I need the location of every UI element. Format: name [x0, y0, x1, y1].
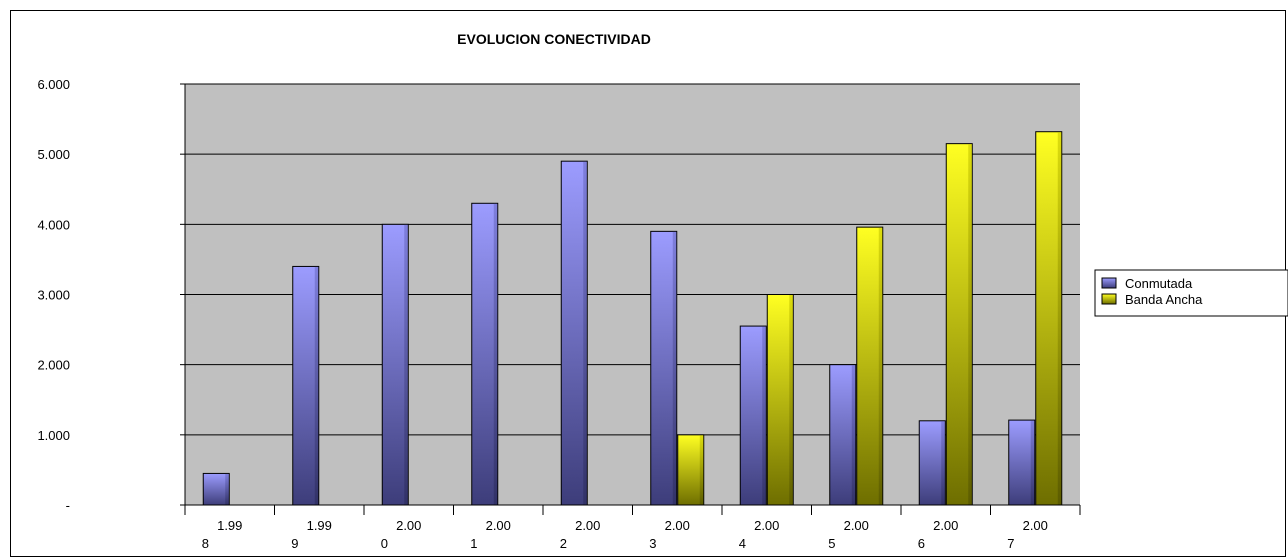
- bar-conmutada: [202, 472, 230, 506]
- bar-conmutada: [471, 202, 499, 506]
- bar-conmutada: [1008, 419, 1036, 506]
- legend-label: Banda Ancha: [1125, 292, 1203, 307]
- y-tick-label: -: [66, 498, 70, 513]
- bar-conmutada: [560, 160, 588, 506]
- legend-swatch: [1101, 293, 1117, 305]
- legend-box: [1094, 269, 1288, 317]
- bar-shade: [225, 473, 229, 505]
- x-tick-label-line2: 6: [918, 536, 925, 551]
- bar-shade: [851, 365, 856, 505]
- bar-shade: [941, 421, 945, 505]
- bar-shade: [789, 295, 793, 505]
- bar-shade: [878, 227, 883, 505]
- chart-title: EVOLUCION CONECTIVIDAD: [457, 31, 651, 47]
- bar-conmutada: [381, 223, 409, 506]
- bar-shade: [672, 231, 677, 505]
- legend-swatch: [1101, 277, 1117, 289]
- bar-banda-ancha: [945, 143, 973, 506]
- bar-shade: [583, 161, 587, 505]
- x-tick-label: 2.00: [575, 518, 600, 533]
- x-tick-label: 1.99: [217, 518, 242, 533]
- x-tick-label: 2.00: [486, 518, 511, 533]
- bar-shade: [404, 224, 408, 505]
- bar-shade: [1057, 132, 1062, 505]
- x-tick-label-line2: 2: [560, 536, 567, 551]
- x-axis: 1.99 8 1.99 9 2.00 0 2.00 1 2.00 2 2.00 3 2.00 4 2.00 5…: [184, 504, 1081, 551]
- y-tick-label: 2.000: [37, 358, 70, 373]
- y-axis: - 1.000 2.000 3.000 4.000 5.000 6.000: [37, 77, 186, 515]
- x-tick-label-line2: 1: [470, 536, 477, 551]
- x-tick-label-line2: 0: [381, 536, 388, 551]
- bar-conmutada: [829, 364, 857, 506]
- x-tick-label-line2: 9: [291, 536, 298, 551]
- x-tick-label: 2.00: [665, 518, 690, 533]
- x-tick-label-line2: 8: [202, 536, 209, 551]
- bar-banda-ancha: [1035, 131, 1063, 506]
- gridlines: [185, 83, 1080, 506]
- y-tick-label: 4.000: [37, 217, 70, 232]
- bar-shade: [314, 266, 319, 505]
- y-tick-label: 5.000: [37, 147, 70, 162]
- x-tick-label: 2.00: [396, 518, 421, 533]
- x-tick-label-line2: 4: [739, 536, 746, 551]
- x-tick-label: 2.00: [933, 518, 958, 533]
- bar-conmutada: [739, 325, 767, 506]
- bar-conmutada: [292, 265, 320, 506]
- bar-conmutada: [650, 230, 678, 506]
- bar-conmutada: [918, 420, 946, 506]
- bar-shade: [1030, 420, 1035, 505]
- x-tick-label-line2: 5: [828, 536, 835, 551]
- y-tick-label: 6.000: [37, 77, 70, 92]
- x-tick-label: 1.99: [307, 518, 332, 533]
- bar-shade: [699, 435, 704, 505]
- x-tick-label: 2.00: [1023, 518, 1048, 533]
- bars: [202, 131, 1063, 506]
- x-tick-label: 2.00: [844, 518, 869, 533]
- bar-banda-ancha: [766, 294, 794, 506]
- bar-banda-ancha: [856, 226, 884, 506]
- x-tick-label: 2.00: [754, 518, 779, 533]
- bar-shade: [493, 203, 498, 505]
- y-tick-label: 3.000: [37, 288, 70, 303]
- bar-shade: [762, 326, 766, 505]
- bar-banda-ancha: [677, 434, 705, 506]
- x-tick-label-line2: 3: [649, 536, 656, 551]
- y-tick-label: 1.000: [37, 428, 70, 443]
- legend-label: Conmutada: [1125, 276, 1193, 291]
- x-tick-label-line2: 7: [1007, 536, 1014, 551]
- bar-shade: [968, 144, 972, 505]
